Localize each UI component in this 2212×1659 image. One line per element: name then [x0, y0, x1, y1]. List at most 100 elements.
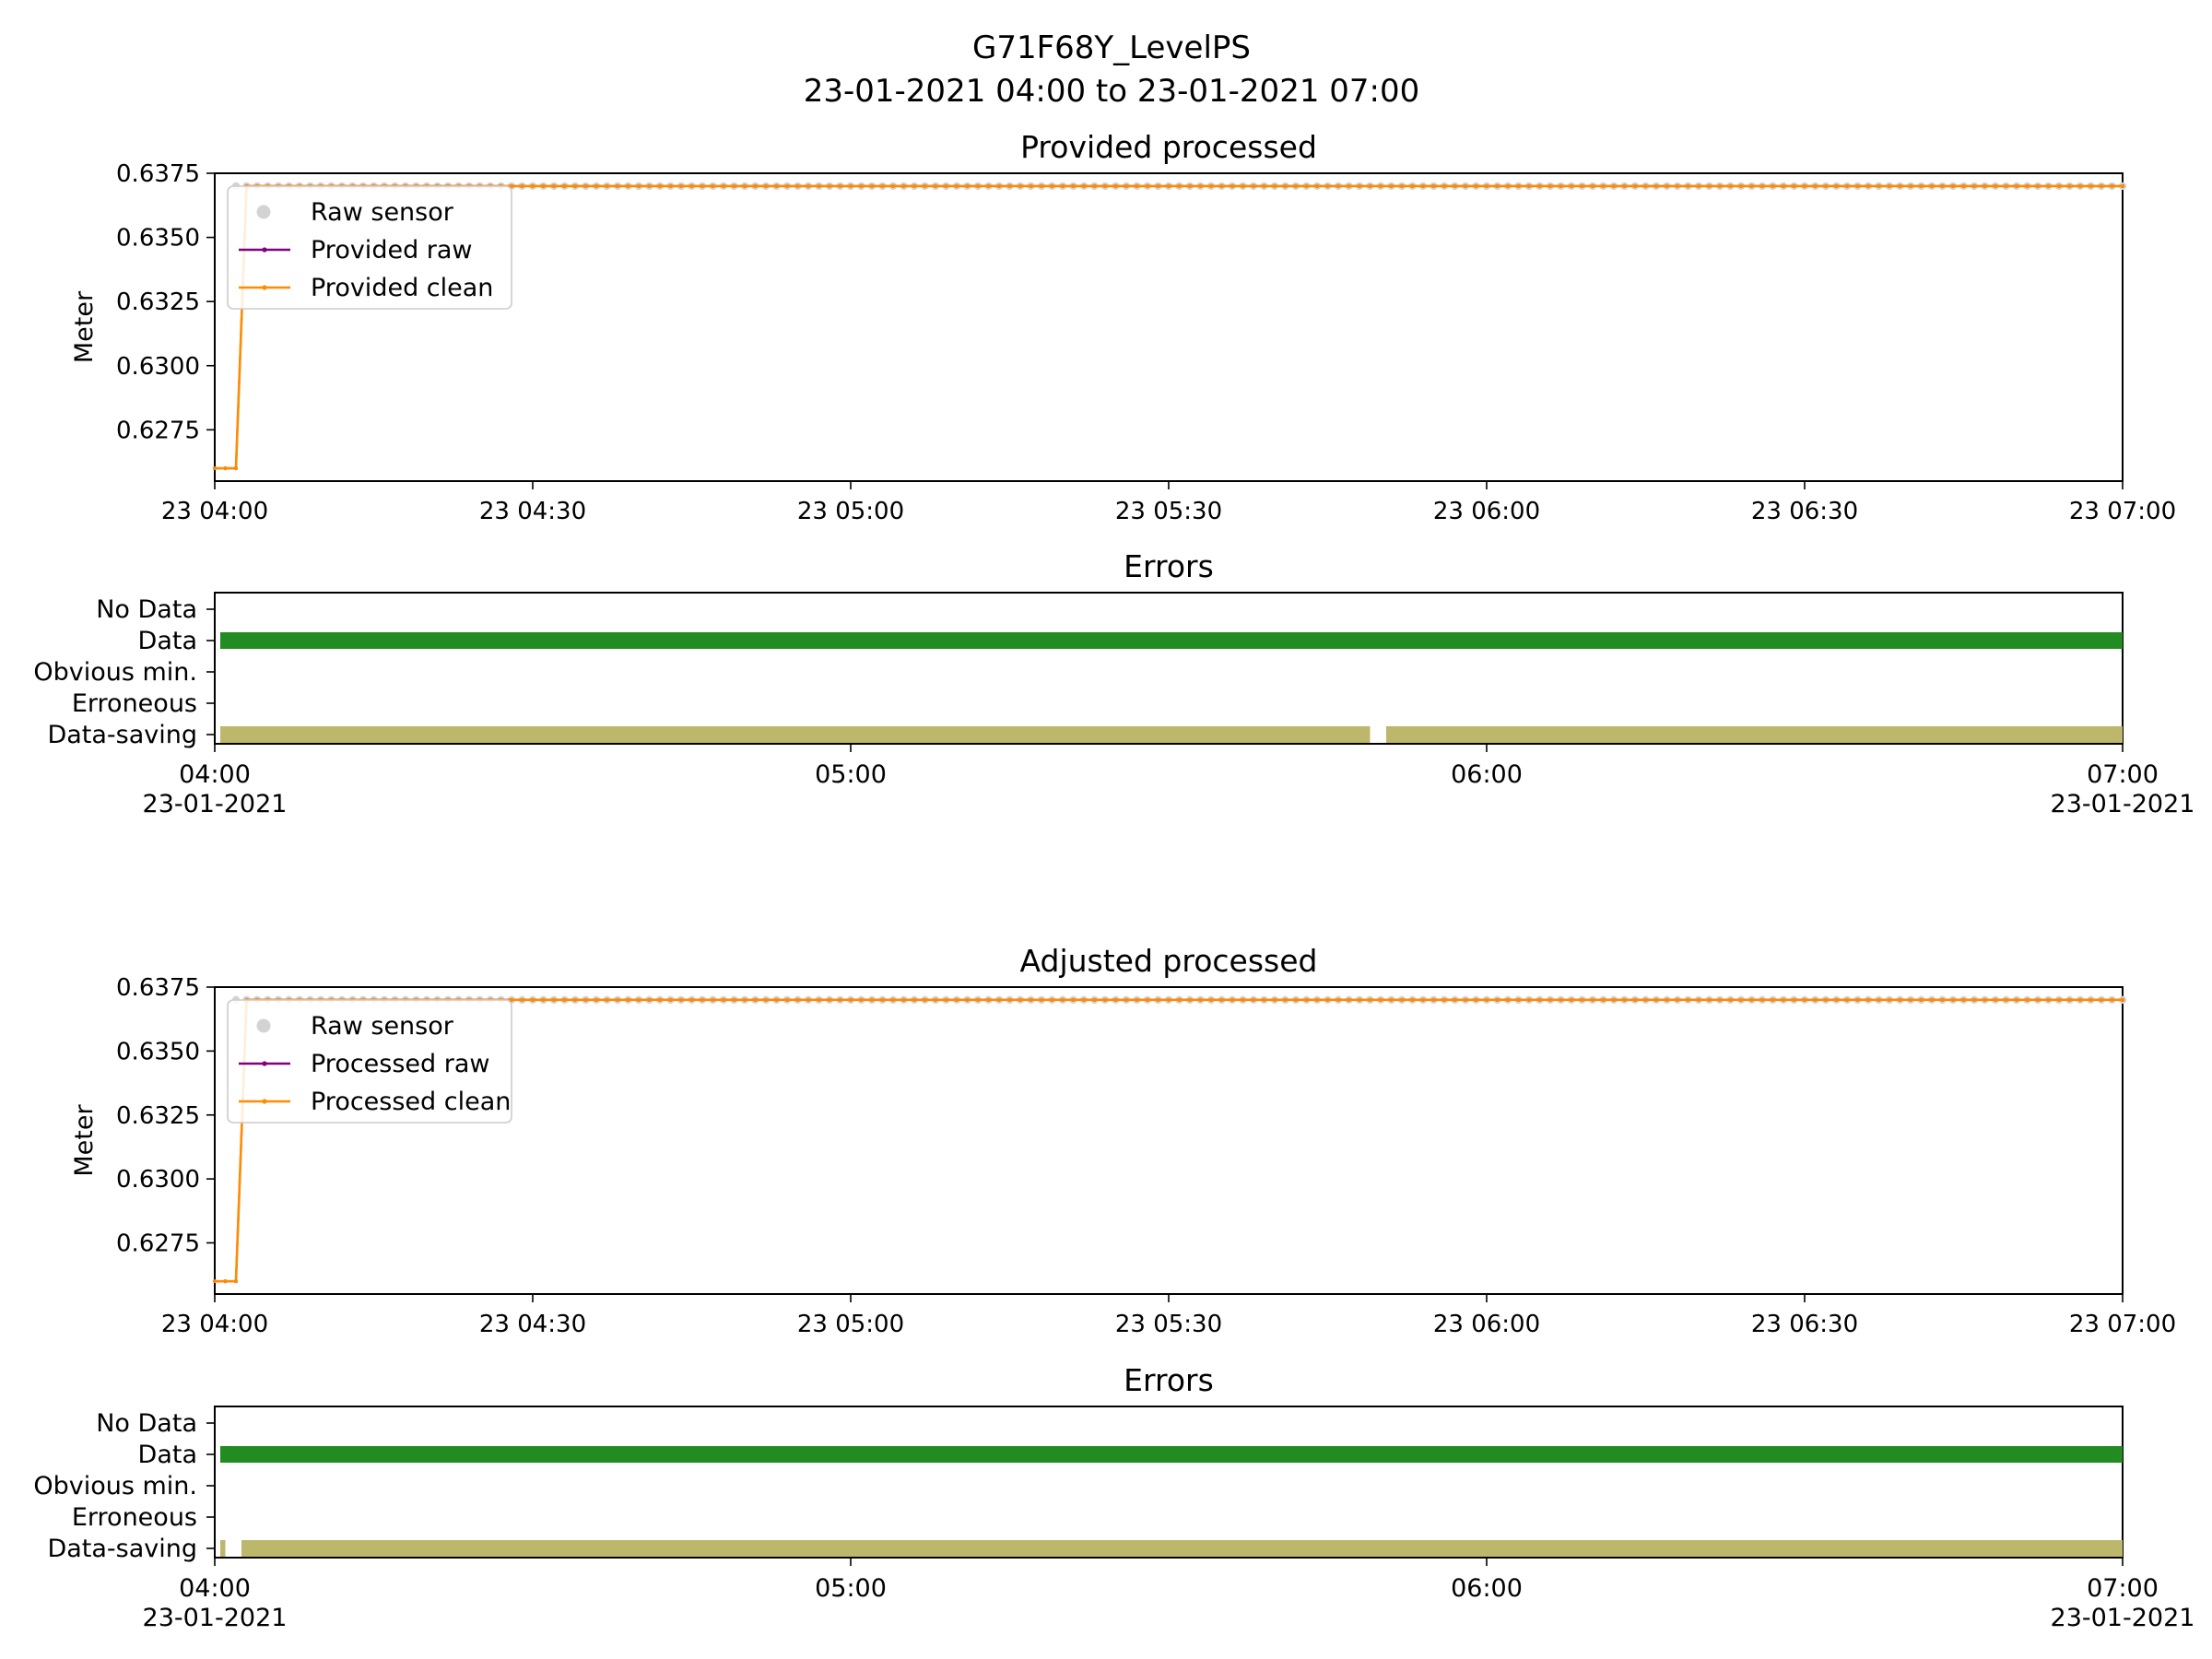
error-bar-data-saving	[1386, 726, 2123, 743]
series-point	[1431, 997, 1436, 1002]
series-point	[1580, 997, 1584, 1002]
series-point	[234, 466, 238, 471]
series-point	[1749, 183, 1754, 188]
series-point	[1358, 997, 1361, 1002]
x-tick-label: 23 06:30	[1751, 1311, 1858, 1338]
series-point	[1516, 183, 1521, 188]
series-point	[1124, 183, 1128, 188]
series-point	[955, 997, 959, 1002]
series-point	[2067, 997, 2072, 1002]
series-point	[1771, 997, 1775, 1002]
series-point	[605, 997, 609, 1002]
series-point	[1633, 183, 1637, 188]
error-bar-data-saving	[220, 1540, 226, 1557]
series-point	[1548, 183, 1552, 188]
series-point	[223, 466, 228, 471]
series-point	[1464, 997, 1467, 1002]
x-tick-label: 23 06:00	[1433, 1311, 1540, 1338]
series-point	[891, 997, 895, 1002]
series-point	[2004, 183, 2008, 188]
series-point	[901, 997, 906, 1002]
series-point	[859, 183, 864, 188]
series-point	[1940, 183, 1945, 188]
series-point	[2121, 997, 2124, 1002]
series-point	[1697, 997, 1700, 1002]
figure-title: G71F68Y_LevelPS	[972, 29, 1251, 66]
series-point	[668, 997, 673, 1002]
panel-1: Errors No Data Data Obvious min.Erroneous Da…	[33, 548, 2194, 818]
series-point	[637, 997, 641, 1002]
series-point	[711, 183, 715, 188]
series-point	[1506, 183, 1510, 188]
series-point	[541, 183, 546, 188]
series-point	[1643, 183, 1648, 188]
series-point	[1474, 183, 1478, 188]
series-point	[626, 183, 630, 188]
series-point	[2078, 997, 2082, 1002]
series-raw-sensor	[231, 995, 2127, 1005]
y-tick-label: 0.6325	[116, 1102, 200, 1130]
series-point	[1961, 183, 1966, 188]
series-point	[1707, 997, 1712, 1002]
panel-3: Errors No Data Data Obvious min. Erroneous Da…	[33, 1362, 2194, 1632]
series-point	[1495, 997, 1500, 1002]
series-point	[976, 997, 980, 1002]
series-point	[1007, 997, 1012, 1002]
series-point	[1782, 183, 1785, 188]
series-point	[1294, 997, 1298, 1002]
series-point	[1633, 997, 1637, 1002]
series-point	[1230, 997, 1234, 1002]
legend-line-marker	[262, 247, 267, 253]
series-point	[1071, 997, 1076, 1002]
series-point	[1421, 997, 1425, 1002]
series-point	[1697, 183, 1700, 188]
series-point	[1855, 183, 1860, 188]
plot-frame	[214, 1406, 2124, 1559]
series-point	[1156, 997, 1160, 1002]
series-point	[1262, 997, 1266, 1002]
series-point	[1516, 997, 1521, 1002]
series-point	[923, 183, 927, 188]
series-point	[1146, 997, 1149, 1002]
x-tick-label: 07:00	[2087, 1574, 2159, 1603]
series-point	[923, 997, 927, 1002]
series-point	[817, 183, 821, 188]
series-point	[1559, 997, 1563, 1002]
x-tick-date: 23-01-2021	[2051, 1604, 2195, 1632]
series-point	[1082, 997, 1086, 1002]
series-point	[1453, 997, 1457, 1002]
series-point	[838, 997, 842, 1002]
series-point	[1209, 183, 1213, 188]
series-point	[901, 183, 906, 188]
series-point	[849, 997, 853, 1002]
series-point	[1400, 997, 1404, 1002]
series-point	[1559, 183, 1563, 188]
series-point	[1898, 997, 1902, 1002]
x-tick-label: 05:00	[815, 760, 887, 789]
series-point	[1325, 183, 1330, 188]
series-point	[1167, 997, 1171, 1002]
series-point	[817, 997, 821, 1002]
series-point	[1855, 997, 1860, 1002]
x-tick-label: 23 07:00	[2069, 1311, 2176, 1338]
series-point	[1442, 183, 1446, 188]
series-point	[1050, 183, 1054, 188]
x-tick-label: 06:00	[1451, 760, 1523, 789]
y-tick-label: 0.6275	[116, 1230, 200, 1258]
error-bar-data	[220, 632, 2123, 649]
series-point	[1018, 997, 1022, 1002]
series-point	[2110, 183, 2114, 188]
series-point	[1527, 183, 1531, 188]
series-point	[234, 1279, 238, 1284]
series-point	[986, 997, 991, 1002]
x-tick-label: 04:00	[179, 760, 251, 789]
category-label: No Data	[96, 1409, 197, 1438]
series-point	[531, 183, 535, 188]
series-point	[891, 183, 895, 188]
series-point	[1866, 183, 1870, 188]
series-point	[1898, 183, 1902, 188]
y-tick-label: 0.6375	[116, 974, 200, 1002]
series-point	[1983, 183, 1987, 188]
series-point	[859, 997, 864, 1002]
series-point	[1760, 997, 1764, 1002]
